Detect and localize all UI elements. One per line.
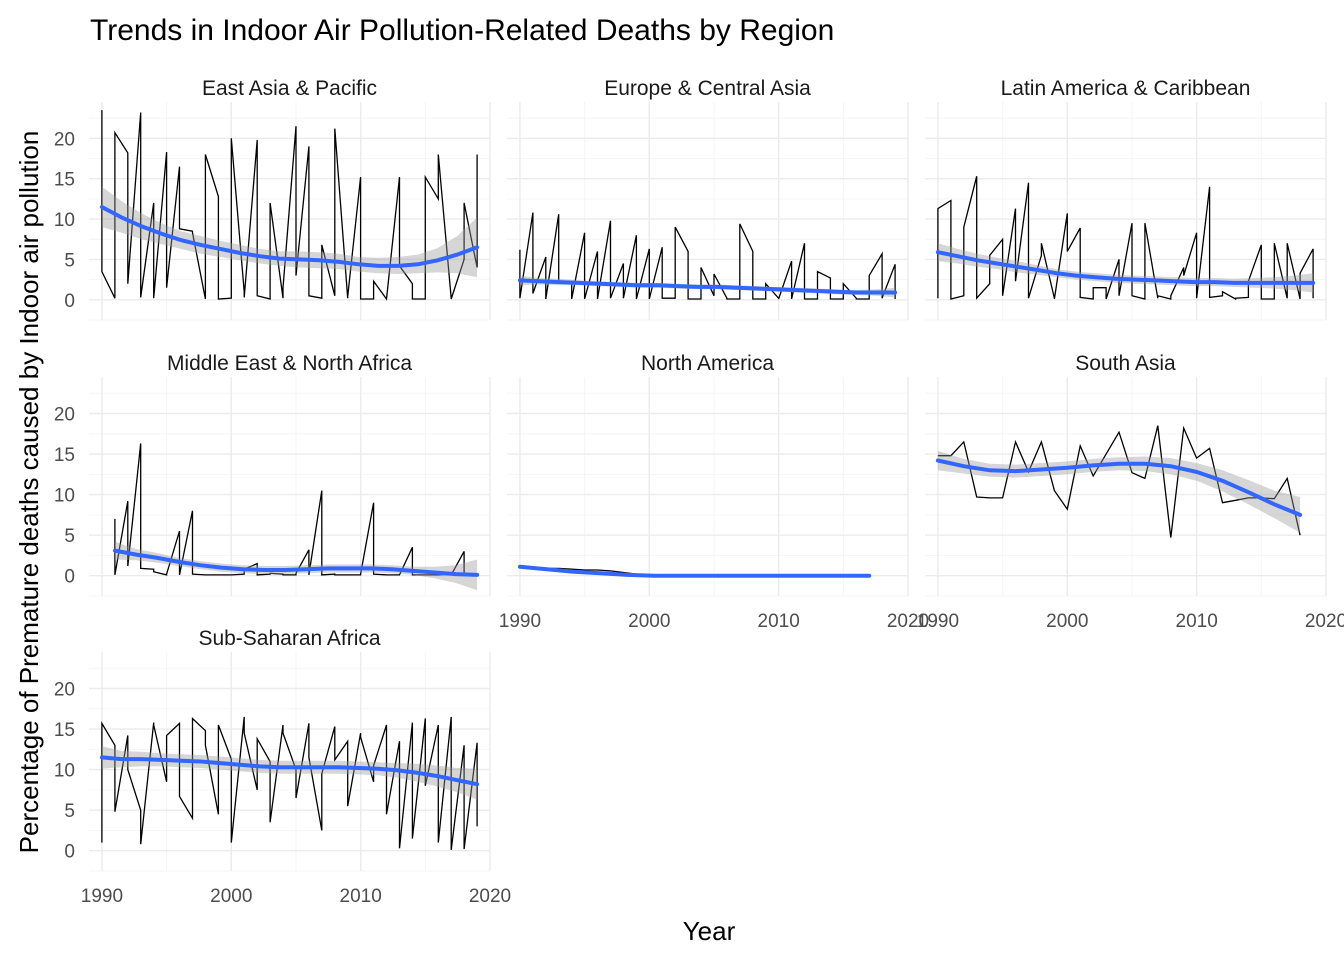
y-tick-label: 10	[54, 761, 75, 782]
y-tick-label: 5	[64, 801, 75, 822]
raw-data-line	[101, 716, 478, 850]
chart-title: Trends in Indoor Air Pollution-Related D…	[90, 14, 834, 47]
smooth-trend-line	[99, 205, 480, 268]
facet-strip-label: Europe & Central Asia	[604, 77, 811, 100]
smooth-trend-line	[517, 278, 898, 295]
x-tick-label: 2020	[887, 611, 929, 632]
x-tick-label: 2010	[1176, 611, 1218, 632]
y-tick-label: 20	[54, 405, 75, 426]
y-tick-label: 15	[54, 170, 75, 191]
x-tick-label: 1990	[81, 886, 123, 907]
y-tick-label: 15	[54, 720, 75, 741]
y-tick-label: 0	[64, 291, 75, 312]
smooth-trend-line	[99, 755, 480, 787]
y-tick-label: 15	[54, 445, 75, 466]
y-tick-label: 5	[64, 526, 75, 547]
y-axis-title: Percentage of Premature deaths caused by…	[14, 131, 44, 854]
facet-panels: East Asia & Pacific 0 5 10 15 20 Europe & Cent…	[54, 77, 1344, 907]
y-tick-label: 10	[54, 486, 75, 507]
x-axis-title: Year	[683, 916, 736, 946]
y-tick-label: 20	[54, 680, 75, 701]
facet-panel: Latin America & Caribbean	[925, 77, 1327, 321]
facet-panel: East Asia & Pacific 0 5 10 15 20	[54, 77, 491, 321]
raw-data-line	[937, 176, 1314, 301]
confidence-ribbon	[114, 541, 478, 591]
raw-data-line	[101, 110, 478, 301]
facet-panel: South Asia 1990 2000 2010 2020	[917, 352, 1344, 632]
x-tick-label: 2020	[1305, 611, 1344, 632]
x-tick-label: 2010	[340, 886, 382, 907]
smooth-trend-line	[935, 458, 1303, 517]
smooth-trend-line	[517, 564, 872, 578]
smooth-trend-line	[935, 250, 1316, 285]
smooth-trend-line	[112, 548, 480, 577]
facet-panel: North America 1990 2000 2010 2020	[499, 352, 929, 632]
facet-strip-label: South Asia	[1075, 352, 1176, 375]
y-tick-label: 0	[64, 842, 75, 863]
x-tick-label: 1990	[499, 611, 541, 632]
facet-panel: Sub-Saharan Africa 0 5 10 15 20 1990 2000 2010 20…	[54, 627, 511, 907]
y-tick-label: 0	[64, 567, 75, 588]
facet-strip-label: Sub-Saharan Africa	[198, 627, 380, 650]
y-tick-label: 10	[54, 210, 75, 231]
raw-data-line	[519, 212, 896, 300]
y-tick-label: 5	[64, 250, 75, 271]
facet-strip-label: East Asia & Pacific	[202, 77, 377, 100]
raw-data-line	[937, 425, 1301, 538]
x-tick-label: 2010	[758, 611, 800, 632]
facet-panel: Europe & Central Asia	[507, 77, 909, 321]
facet-panel: Middle East & North Africa 0 5 10 15 20	[54, 352, 491, 597]
x-tick-label: 2000	[1046, 611, 1088, 632]
x-tick-label: 2000	[210, 886, 252, 907]
confidence-ribbon	[937, 243, 1314, 293]
y-tick-label: 20	[54, 129, 75, 150]
x-tick-label: 2000	[628, 611, 670, 632]
raw-data-line	[114, 443, 478, 576]
facet-strip-label: North America	[641, 352, 774, 375]
x-tick-label: 2020	[469, 886, 511, 907]
facet-strip-label: Middle East & North Africa	[167, 352, 412, 375]
facet-strip-label: Latin America & Caribbean	[1001, 77, 1251, 100]
x-tick-label: 1990	[917, 611, 959, 632]
